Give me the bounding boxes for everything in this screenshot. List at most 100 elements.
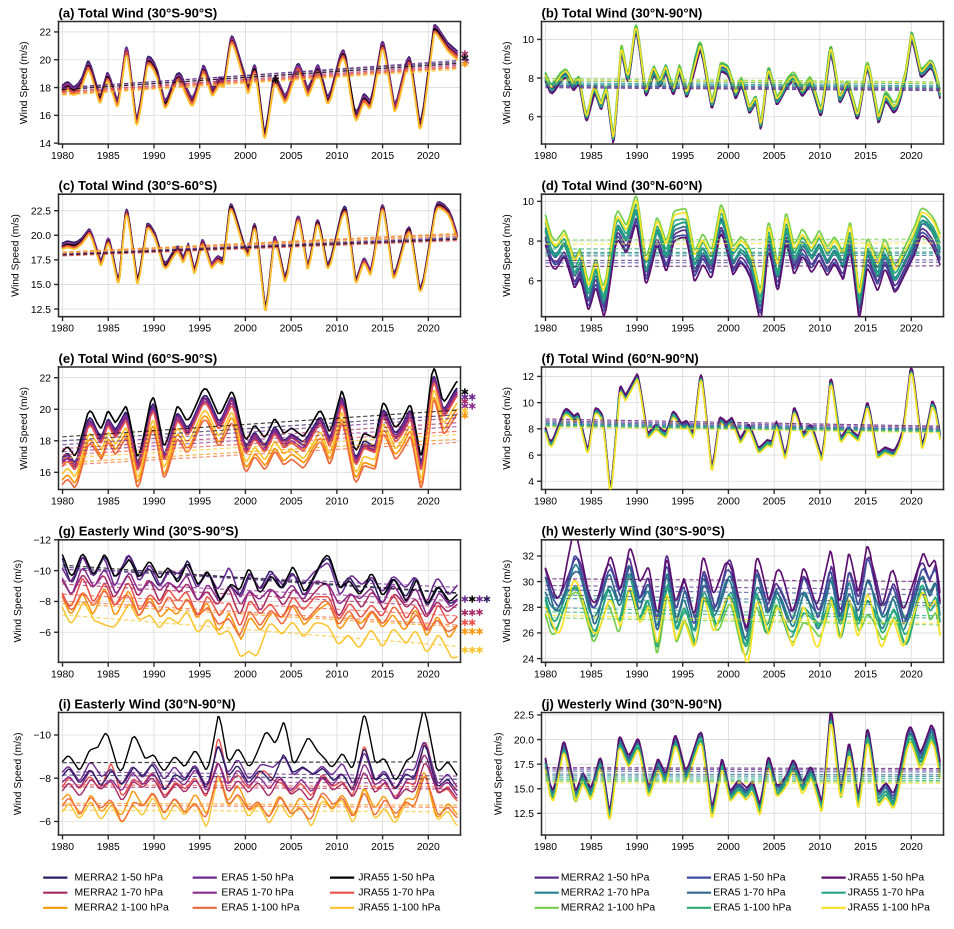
svg-text:1980: 1980 [534, 496, 557, 507]
svg-text:2015: 2015 [371, 324, 394, 335]
svg-text:16: 16 [40, 468, 52, 479]
svg-text:1995: 1995 [188, 669, 211, 680]
svg-text:1995: 1995 [188, 324, 211, 335]
svg-text:1980: 1980 [51, 496, 74, 507]
svg-text:−8: −8 [39, 597, 51, 608]
svg-text:10: 10 [523, 197, 535, 208]
svg-text:Wind Speed (m/s): Wind Speed (m/s) [502, 387, 513, 470]
svg-text:1985: 1985 [97, 842, 120, 853]
svg-text:2015: 2015 [854, 842, 877, 853]
svg-text:Wind Speed (m/s): Wind Speed (m/s) [502, 41, 513, 124]
svg-text:1980: 1980 [534, 842, 557, 853]
svg-text:12: 12 [523, 372, 535, 383]
svg-text:2015: 2015 [854, 151, 877, 162]
svg-text:(e) Total Wind (60°S-90°S): (e) Total Wind (60°S-90°S) [59, 351, 218, 366]
svg-text:1985: 1985 [97, 669, 120, 680]
svg-text:2005: 2005 [280, 842, 303, 853]
svg-text:2005: 2005 [280, 669, 303, 680]
svg-text:2020: 2020 [900, 842, 923, 853]
svg-text:15.0: 15.0 [31, 280, 51, 291]
svg-text:24: 24 [523, 654, 535, 665]
svg-text:30: 30 [523, 577, 535, 588]
svg-text:2015: 2015 [854, 324, 877, 335]
svg-text:ERA5 1-70 hPa: ERA5 1-70 hPa [221, 887, 294, 898]
svg-text:2020: 2020 [900, 151, 923, 162]
svg-text:1995: 1995 [671, 151, 694, 162]
svg-text:2020: 2020 [417, 842, 440, 853]
svg-text:1980: 1980 [534, 324, 557, 335]
svg-text:1995: 1995 [671, 669, 694, 680]
svg-text:4: 4 [528, 477, 534, 488]
svg-text:20: 20 [40, 55, 52, 66]
svg-text:2010: 2010 [808, 669, 831, 680]
svg-text:2000: 2000 [717, 324, 740, 335]
svg-text:1985: 1985 [97, 151, 120, 162]
svg-text:2010: 2010 [808, 842, 831, 853]
svg-text:2015: 2015 [371, 151, 394, 162]
svg-text:1990: 1990 [625, 842, 648, 853]
svg-text:(i) Easterly Wind (30°N-90°N): (i) Easterly Wind (30°N-90°N) [59, 696, 236, 711]
svg-text:Wind Speed (m/s): Wind Speed (m/s) [493, 732, 504, 815]
svg-text:22.5: 22.5 [514, 711, 534, 722]
svg-text:8: 8 [528, 425, 534, 436]
svg-text:1990: 1990 [625, 151, 648, 162]
svg-text:−12: −12 [33, 536, 51, 547]
svg-text:2000: 2000 [717, 151, 740, 162]
svg-text:(c) Total Wind (30°S-60°S): (c) Total Wind (30°S-60°S) [59, 178, 218, 193]
svg-text:6: 6 [528, 112, 534, 123]
svg-text:Wind Speed (m/s): Wind Speed (m/s) [502, 214, 513, 297]
svg-text:10: 10 [523, 398, 535, 409]
svg-text:1980: 1980 [534, 151, 557, 162]
svg-text:2020: 2020 [417, 324, 440, 335]
svg-text:1995: 1995 [671, 496, 694, 507]
svg-text:2015: 2015 [854, 669, 877, 680]
svg-text:17.5: 17.5 [31, 256, 51, 267]
svg-text:−8: −8 [39, 774, 51, 785]
svg-text:1980: 1980 [51, 151, 74, 162]
svg-text:1990: 1990 [142, 324, 165, 335]
svg-text:−6: −6 [39, 817, 51, 828]
svg-text:1995: 1995 [671, 842, 694, 853]
svg-text:1995: 1995 [671, 324, 694, 335]
svg-text:MERRA2 1-50 hPa: MERRA2 1-50 hPa [561, 872, 650, 883]
svg-text:2020: 2020 [900, 669, 923, 680]
svg-text:Wind Speed (m/s): Wind Speed (m/s) [19, 387, 30, 470]
svg-text:MERRA2 1-50 hPa: MERRA2 1-50 hPa [75, 872, 164, 883]
svg-text:22: 22 [40, 373, 52, 384]
svg-text:28: 28 [523, 603, 535, 614]
svg-text:14: 14 [40, 139, 52, 150]
svg-text:16: 16 [40, 111, 52, 122]
svg-text:JRA55 1-50 hPa: JRA55 1-50 hPa [848, 872, 925, 883]
svg-text:1990: 1990 [142, 496, 165, 507]
svg-text:JRA55 1-100 hPa: JRA55 1-100 hPa [848, 902, 930, 913]
svg-text:10: 10 [523, 35, 535, 46]
svg-text:ERA5 1-100 hPa: ERA5 1-100 hPa [221, 902, 299, 913]
svg-text:1995: 1995 [188, 151, 211, 162]
svg-text:6: 6 [528, 277, 534, 288]
svg-text:22.5: 22.5 [31, 206, 51, 217]
svg-text:2015: 2015 [371, 669, 394, 680]
svg-text:2005: 2005 [280, 151, 303, 162]
svg-text:(d) Total Wind (30°N-60°N): (d) Total Wind (30°N-60°N) [542, 178, 703, 193]
svg-text:(b) Total Wind (30°N-90°N): (b) Total Wind (30°N-90°N) [542, 5, 703, 20]
svg-text:2010: 2010 [325, 496, 348, 507]
svg-text:1990: 1990 [625, 496, 648, 507]
svg-text:2010: 2010 [325, 324, 348, 335]
svg-text:1985: 1985 [580, 669, 603, 680]
svg-text:JRA55 1-50 hPa: JRA55 1-50 hPa [358, 872, 435, 883]
svg-text:(g) Easterly Wind (30°S-90°S): (g) Easterly Wind (30°S-90°S) [59, 524, 239, 539]
svg-text:2005: 2005 [763, 496, 786, 507]
svg-text:1985: 1985 [580, 842, 603, 853]
svg-text:1995: 1995 [188, 496, 211, 507]
svg-text:2005: 2005 [280, 324, 303, 335]
svg-text:2005: 2005 [763, 669, 786, 680]
svg-text:1990: 1990 [625, 324, 648, 335]
svg-text:(a) Total Wind (30°S-90°S): (a) Total Wind (30°S-90°S) [59, 5, 218, 20]
svg-text:1990: 1990 [142, 151, 165, 162]
svg-text:1980: 1980 [51, 669, 74, 680]
svg-text:2000: 2000 [717, 842, 740, 853]
svg-text:MERRA2 1-100 hPa: MERRA2 1-100 hPa [561, 902, 655, 913]
svg-text:8: 8 [528, 74, 534, 85]
svg-text:ERA5 1-70 hPa: ERA5 1-70 hPa [713, 887, 786, 898]
svg-text:2020: 2020 [900, 496, 923, 507]
